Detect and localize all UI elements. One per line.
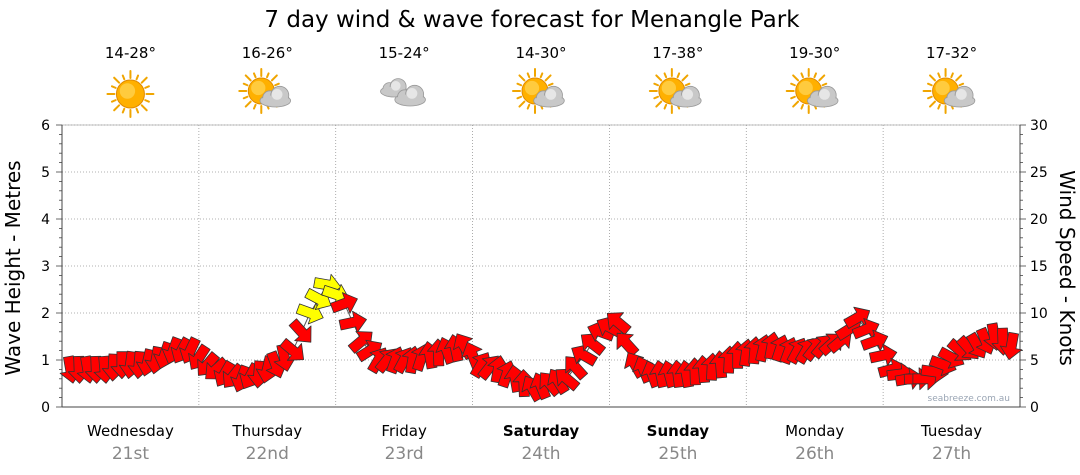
wind-arrow [606, 312, 632, 335]
sun-cloud-icon [512, 68, 565, 114]
wind-arrow [347, 331, 373, 354]
day-temperature: 15-24° [379, 44, 430, 62]
day-date-label: 27th [932, 444, 971, 464]
left-tick-label: 4 [41, 212, 50, 228]
wind-arrow [616, 332, 640, 358]
right-axis-title: Wind Speed - Knots [1055, 170, 1079, 366]
day-date-label: 24th [521, 444, 560, 464]
left-tick-label: 2 [41, 306, 50, 322]
left-tick-label: 1 [41, 353, 50, 369]
left-tick-label: 5 [41, 165, 50, 181]
left-tick-label: 0 [41, 400, 50, 416]
day-name-label: Friday [381, 422, 427, 440]
day-date-label: 21st [112, 444, 149, 464]
day-labels: Wednesday 21st Thursday 22nd Friday 23rd Satur… [87, 422, 982, 464]
wind-arrow [571, 344, 598, 367]
sun-cloud-icon [922, 68, 976, 114]
cloud-icon [380, 78, 426, 107]
day-date-label: 25th [658, 444, 697, 464]
day-name-label: Sunday [647, 422, 710, 440]
right-tick-label: 10 [1030, 306, 1048, 322]
day-temperature: 16-26° [242, 44, 293, 62]
wind-arrow [843, 306, 871, 329]
day-temperature: 14-28° [105, 44, 156, 62]
sun-cloud-icon [785, 68, 839, 114]
day-date-label: 23rd [385, 444, 424, 464]
chart-title: 7 day wind & wave forecast for Menangle … [264, 7, 800, 33]
day-temperature: 14-30° [515, 44, 566, 62]
right-tick-label: 0 [1030, 400, 1039, 416]
right-axis: 0 5 10 15 20 25 30 [1019, 118, 1048, 416]
left-axis: 0 1 2 3 4 5 6 [41, 118, 63, 416]
day-name-label: Monday [785, 422, 844, 440]
right-tick-label: 30 [1030, 118, 1048, 134]
wind-arrow [338, 310, 367, 334]
day-temperature: 19-30° [789, 44, 840, 62]
day-date-label: 26th [795, 444, 834, 464]
day-name-label: Wednesday [87, 422, 174, 440]
right-tick-label: 15 [1030, 259, 1048, 275]
day-headers: 14-28° 16-26° 15-24° 14-30° 17-38° 19-30° 17-3… [105, 44, 977, 118]
left-axis-title: Wave Height - Metres [1, 160, 25, 375]
right-tick-label: 20 [1030, 212, 1048, 228]
day-name-label: Saturday [503, 422, 580, 440]
wind-arrow [329, 292, 358, 314]
sun-cloud-icon [238, 68, 291, 114]
day-temperature: 17-38° [652, 44, 703, 62]
wind-arrow [860, 329, 889, 352]
wind-arrow [279, 338, 305, 361]
sun-cloud-icon [648, 68, 702, 114]
sun-icon [106, 70, 155, 118]
wind-arrow [999, 331, 1023, 361]
watermark: seabreeze.com.au [928, 394, 1010, 404]
day-temperature: 17-32° [926, 44, 977, 62]
left-tick-label: 6 [41, 118, 50, 134]
left-tick-label: 3 [41, 259, 50, 275]
right-tick-label: 25 [1030, 165, 1048, 181]
day-date-label: 22nd [246, 444, 289, 464]
day-name-label: Thursday [231, 422, 302, 440]
right-tick-label: 5 [1030, 353, 1039, 369]
day-name-label: Tuesday [920, 422, 982, 440]
wind-arrow [565, 356, 589, 381]
wind-arrows [59, 273, 1023, 403]
wind-arrow [288, 318, 312, 343]
wind-arrow [555, 368, 581, 392]
wind-arrow [580, 333, 607, 356]
